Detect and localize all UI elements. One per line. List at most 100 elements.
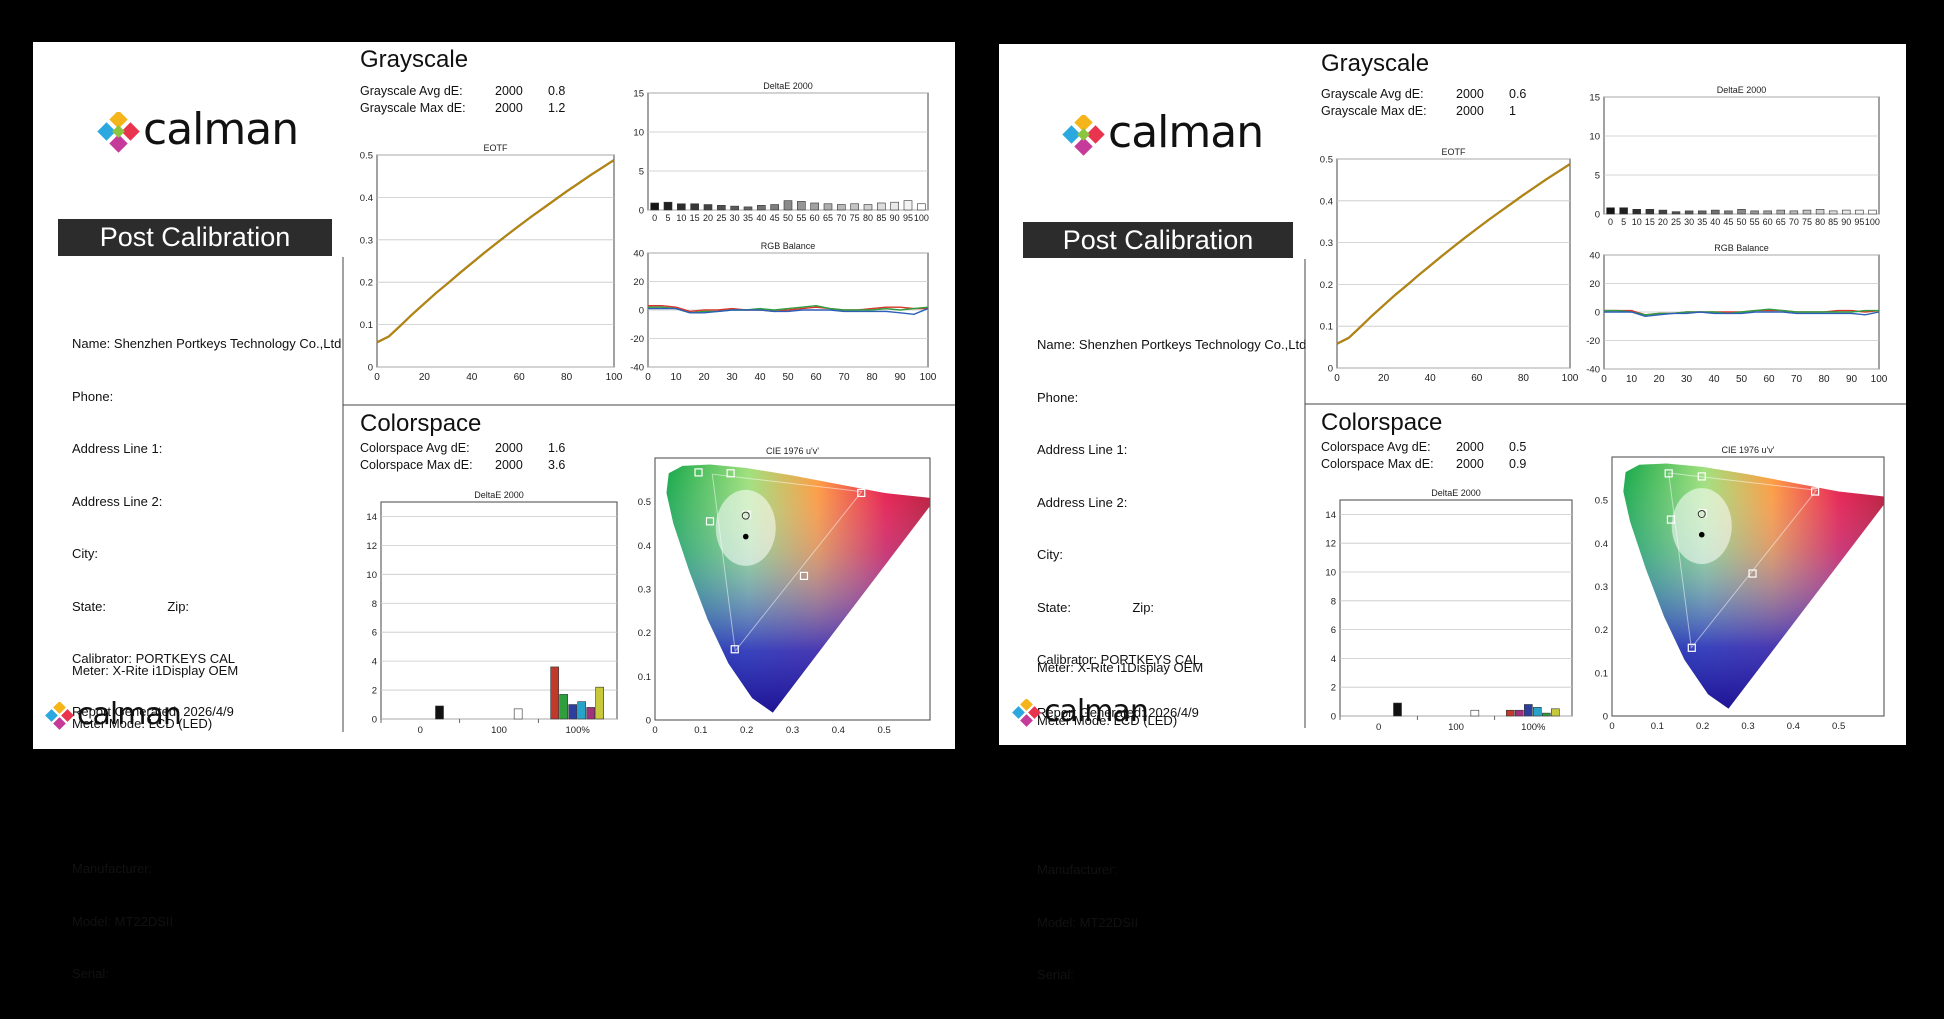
chart-title: EOTF xyxy=(484,143,509,153)
grayscale-bar xyxy=(1632,209,1641,215)
x-tick-label: 20 xyxy=(1378,373,1390,384)
x-tick-label: 0.4 xyxy=(1787,721,1800,732)
grayscale-bar xyxy=(1763,210,1772,215)
stat-label: Colorspace Avg dE: xyxy=(360,441,470,455)
grayscale-bar xyxy=(1697,210,1707,215)
cie-white-glow xyxy=(1671,488,1732,565)
x-tick-label: 0 xyxy=(1376,722,1381,733)
info-line: Model: MT22DSII xyxy=(72,913,174,929)
measured-point xyxy=(726,469,735,478)
x-tick-label: 10 xyxy=(670,372,682,383)
y-tick-label: 0 xyxy=(1331,712,1336,723)
grayscale-bar xyxy=(1684,210,1694,215)
report-2-meter-block: Meter: X-Rite i1Display OEM Meter Mode: … xyxy=(1037,624,1203,764)
y-tick-label: 0 xyxy=(639,306,644,317)
x-tick-label: 0 xyxy=(652,725,657,736)
stat-standard: 2000 xyxy=(495,101,523,115)
rgb-balance-line xyxy=(1604,308,1879,316)
x-tick-label: 0 xyxy=(374,372,380,383)
y-tick-label: 20 xyxy=(1589,279,1600,290)
measured-point xyxy=(742,510,751,519)
x-tick-label: 0 xyxy=(645,372,651,383)
stat-standard: 2000 xyxy=(1456,87,1484,101)
grayscale-title: Grayscale xyxy=(360,46,469,73)
measured-point xyxy=(705,517,715,526)
chart-deltae-2000: DeltaE 2000 0 2 4 6 8 10 12 14 0 100 100% xyxy=(1325,488,1573,733)
x-tick-label: 0.3 xyxy=(786,725,799,736)
target-white-marker xyxy=(1697,509,1706,518)
chart-title: DeltaE 2000 xyxy=(1717,85,1767,95)
stat-label: Grayscale Max dE: xyxy=(360,101,466,115)
x-tick-label: 20 xyxy=(698,372,710,383)
x-tick-label: 10 xyxy=(676,213,686,223)
x-tick-label: 40 xyxy=(754,372,766,383)
grayscale-bar xyxy=(810,202,819,211)
x-tick-label: 100 xyxy=(606,372,623,383)
y-tick-label: 6 xyxy=(372,628,377,639)
grayscale-bar xyxy=(1776,209,1786,215)
y-tick-label: 0 xyxy=(1328,364,1333,375)
stat-standard: 2000 xyxy=(495,84,523,98)
grayscale-bar xyxy=(1671,211,1681,215)
x-tick-label: 75 xyxy=(850,213,860,223)
stat-label: Colorspace Max dE: xyxy=(1321,457,1434,471)
x-tick-label: 0 xyxy=(1601,374,1607,385)
grayscale-bar xyxy=(770,204,779,211)
y-tick-label: 0.3 xyxy=(1320,238,1333,249)
grayscale-bar xyxy=(890,201,899,211)
y-tick-label: -20 xyxy=(1586,336,1600,347)
chart-title: RGB Balance xyxy=(1714,243,1769,253)
x-tick-label: 55 xyxy=(796,213,806,223)
colorspace-bar xyxy=(1542,712,1551,717)
chart-title: RGB Balance xyxy=(761,241,816,251)
x-tick-label: 100 xyxy=(1562,373,1579,384)
eotf-measured-line xyxy=(1336,163,1571,345)
stat-standard: 2000 xyxy=(1456,457,1484,471)
info-line: Phone: xyxy=(72,388,114,404)
colorspace-bar xyxy=(1515,709,1524,717)
stat-label: Grayscale Max dE: xyxy=(1321,104,1427,118)
grayscale-bar xyxy=(1750,210,1759,215)
colorspace-bar xyxy=(550,666,559,720)
info-line: Calibrator: PORTKEYS CAL xyxy=(72,651,236,666)
chart-cie-1976-u-v-: CIE 1976 u'v' 0 0.1 0.2 0.3 0.4 0.5 0 0.1 0.2 0.3 0… xyxy=(638,446,931,736)
grayscale-bar xyxy=(1815,209,1825,215)
x-tick-label: 70 xyxy=(1789,217,1799,227)
x-tick-label: 100 xyxy=(491,725,507,736)
stat-value: 1.6 xyxy=(548,441,566,455)
colorspace-bar xyxy=(1524,704,1533,717)
calman-mark-icon xyxy=(97,112,140,153)
y-tick-label: 20 xyxy=(633,277,644,288)
x-tick-label: 25 xyxy=(1671,217,1681,227)
measured-point xyxy=(1810,487,1820,496)
x-tick-label: 100 xyxy=(1865,217,1880,227)
info-line: Phone: xyxy=(1037,389,1079,405)
y-tick-label: 14 xyxy=(1325,510,1336,521)
y-tick-label: 10 xyxy=(633,128,644,139)
y-tick-label: 0.5 xyxy=(1320,155,1333,166)
y-tick-label: 0.2 xyxy=(360,278,373,289)
x-tick-label: 80 xyxy=(1518,373,1530,384)
stat-standard: 2000 xyxy=(1456,440,1484,454)
x-tick-label: 0 xyxy=(1609,721,1614,732)
y-tick-label: 6 xyxy=(1331,625,1336,636)
grayscale-bar xyxy=(1802,209,1812,215)
grayscale-bar xyxy=(650,202,659,211)
chart-rgb-balance: RGB Balance -40 -20 0 20 40 0 10 20 30 40 50 60 70 80 9… xyxy=(1586,243,1888,385)
info-line: Manufacturer: xyxy=(1037,862,1118,877)
grayscale-bar xyxy=(1606,207,1615,215)
colorspace-bar xyxy=(1506,709,1515,717)
stat-label: Grayscale Avg dE: xyxy=(360,84,463,98)
measured-point xyxy=(730,645,739,654)
colorspace-max-stat: Colorspace Max dE: 2000 0.9 xyxy=(1321,457,1526,471)
y-tick-label: 14 xyxy=(366,512,377,523)
stat-label: Colorspace Max dE: xyxy=(360,458,473,472)
info-line: Model: MT22DSII xyxy=(1037,914,1139,930)
y-tick-label: 12 xyxy=(1325,539,1336,550)
y-tick-label: 0.3 xyxy=(1595,582,1608,593)
meter-line: Meter: X-Rite i1Display OEM xyxy=(1037,660,1204,675)
info-line: State: Zip: xyxy=(72,598,190,614)
y-tick-label: 10 xyxy=(1589,132,1600,143)
colorspace-bar xyxy=(577,701,586,720)
